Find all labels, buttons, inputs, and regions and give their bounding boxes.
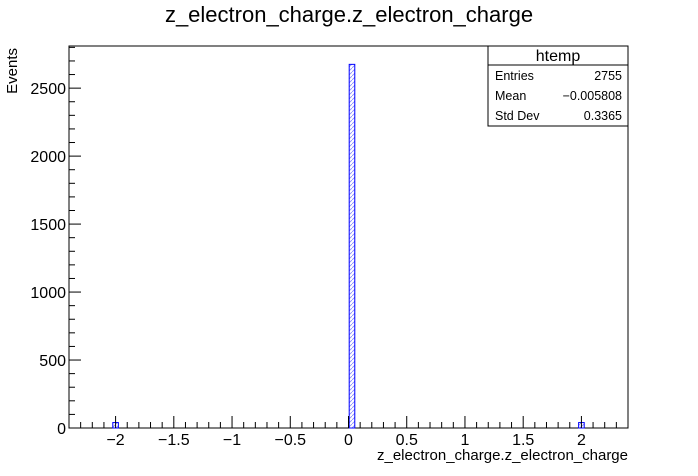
y-tick-label: 0 [57, 421, 66, 438]
stats-box: htemp Entries 2755 Mean −0.005808 Std De… [487, 45, 629, 127]
y-tick-label: 500 [39, 353, 66, 370]
x-tick-label: −1.5 [158, 432, 190, 449]
x-tick-label: 1.5 [512, 432, 534, 449]
stats-box-frame [487, 45, 629, 127]
x-tick-label: −2 [106, 432, 124, 449]
x-tick-label: −0.5 [274, 432, 306, 449]
stats-mean-value: −0.005808 [563, 89, 622, 103]
stats-mean-label: Mean [495, 89, 526, 103]
chart-title: z_electron_charge.z_electron_charge [165, 2, 533, 27]
stats-stddev-value: 0.3365 [584, 109, 622, 123]
x-tick-label: 1 [461, 432, 470, 449]
x-tick-label: −1 [223, 432, 241, 449]
y-tick-label: 2000 [30, 149, 66, 166]
y-axis-title: Events [4, 48, 21, 94]
x-axis: −2 −1.5 −1 −0.5 0 0.5 1 1.5 2 [80, 416, 629, 449]
x-axis-title: z_electron_charge.z_electron_charge [377, 447, 628, 464]
x-tick-label: 0.5 [396, 432, 418, 449]
histogram-bar [348, 63, 356, 429]
y-axis: 0 500 1000 1500 2000 2500 [30, 46, 81, 438]
stats-entries-label: Entries [495, 69, 534, 83]
y-tick-label: 1000 [30, 285, 66, 302]
y-tick-label: 1500 [30, 217, 66, 234]
x-tick-label: 2 [577, 432, 586, 449]
x-tick-label: 0 [344, 432, 353, 449]
stats-box-title: htemp [536, 48, 581, 65]
stats-entries-value: 2755 [594, 69, 622, 83]
stats-stddev-label: Std Dev [495, 109, 540, 123]
y-tick-label: 2500 [30, 81, 66, 98]
